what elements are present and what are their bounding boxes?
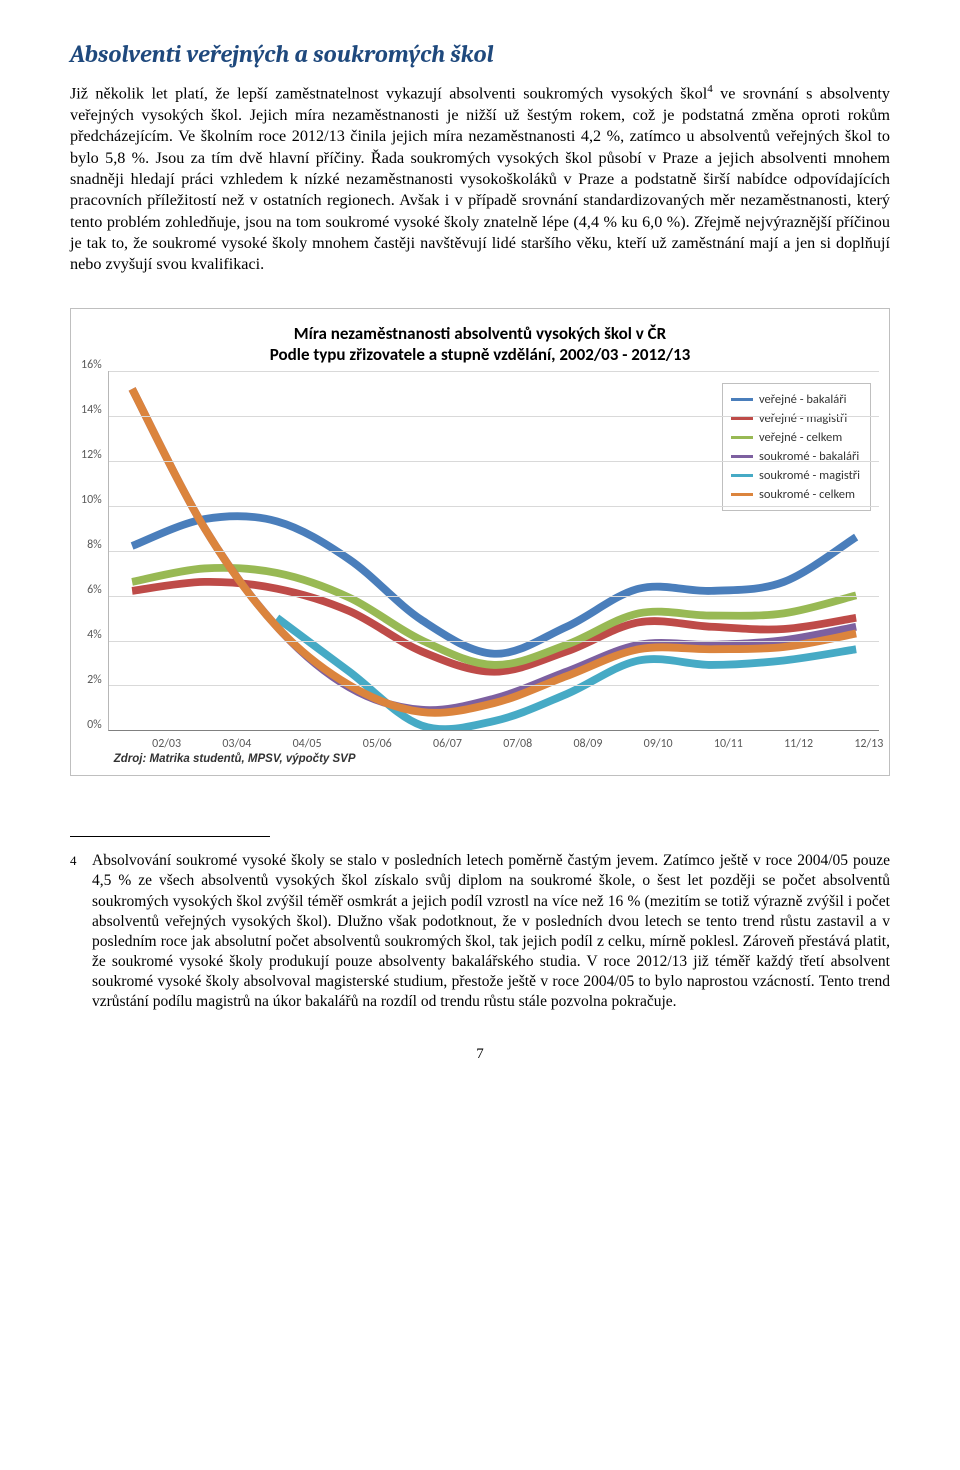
x-tick-label: 02/03 [152,737,153,751]
x-tick-label: 11/12 [784,737,785,751]
legend-label: veřejné - magistři [759,411,847,426]
page-number: 7 [70,1046,890,1063]
paragraph-text-after: ve srovnání s absolventy veřejných vysok… [70,84,890,273]
legend-item: soukromé - celkem [731,485,860,504]
legend-item: veřejné - bakaláři [731,390,860,409]
legend-label: soukromé - celkem [759,487,855,502]
x-tick-label: 05/06 [363,737,364,751]
x-tick-label: 09/10 [644,737,645,751]
grid-line [109,551,879,552]
footnote-marker: 4 [70,851,82,1012]
footnote-separator [70,836,270,837]
legend-label: veřejné - bakaláři [759,392,847,407]
legend-item: veřejné - magistři [731,409,860,428]
grid-line [109,596,879,597]
grid-line [109,371,879,372]
section-paragraph: Již několik let platí, že lepší zaměstna… [70,82,890,276]
grid-line [109,416,879,417]
chart-source: Zdroj: Matrika studentů, MPSV, výpočty S… [108,753,879,769]
grid-line [109,506,879,507]
chart-container: Míra nezaměstnanosti absolventů vysokých… [70,308,890,777]
legend-swatch [731,398,753,401]
x-tick-label: 08/09 [573,737,574,751]
legend: veřejné - bakaláři veřejné - magistři veře… [722,383,871,511]
x-tick-label: 04/05 [293,737,294,751]
chart-title-line2: Podle typu zřizovatele a stupně vzdělání… [270,344,691,365]
footnote-text: Absolvování soukromé vysoké školy se sta… [92,851,890,1012]
legend-swatch [731,436,753,439]
legend-item: veřejné - celkem [731,428,860,447]
x-tick-label: 03/04 [222,737,223,751]
x-tick-label: 06/07 [433,737,434,751]
chart-title-line1: Míra nezaměstnanosti absolventů vysokých… [294,323,666,344]
legend-swatch [731,493,753,496]
footnote: 4 Absolvování soukromé vysoké školy se s… [70,851,890,1012]
y-axis: 16%14%12%10%8%6%4%2%0% [81,371,108,731]
legend-label: soukromé - bakaláři [759,449,859,464]
legend-label: soukromé - magistři [759,468,860,483]
x-tick-label: 07/08 [503,737,504,751]
legend-label: veřejné - celkem [759,430,842,445]
grid-line [109,461,879,462]
plot-area: veřejné - bakaláři veřejné - magistři veře… [108,371,879,731]
legend-swatch [731,474,753,477]
legend-item: soukromé - magistři [731,466,860,485]
paragraph-text-before: Již několik let platí, že lepší zaměstna… [70,84,707,102]
chart-title: Míra nezaměstnanosti absolventů vysokých… [81,323,879,366]
grid-line [109,641,879,642]
x-tick-label: 10/11 [714,737,715,751]
legend-swatch [731,417,753,420]
section-title: Absolventi veřejných a soukromých škol [70,40,890,68]
legend-item: soukromé - bakaláři [731,447,860,466]
grid-line [109,685,879,686]
x-tick-label: 12/13 [854,737,855,751]
legend-swatch [731,455,753,458]
x-axis: 02/03 03/04 04/05 05/06 06/07 07/08 08/09 09/10… [108,731,879,753]
